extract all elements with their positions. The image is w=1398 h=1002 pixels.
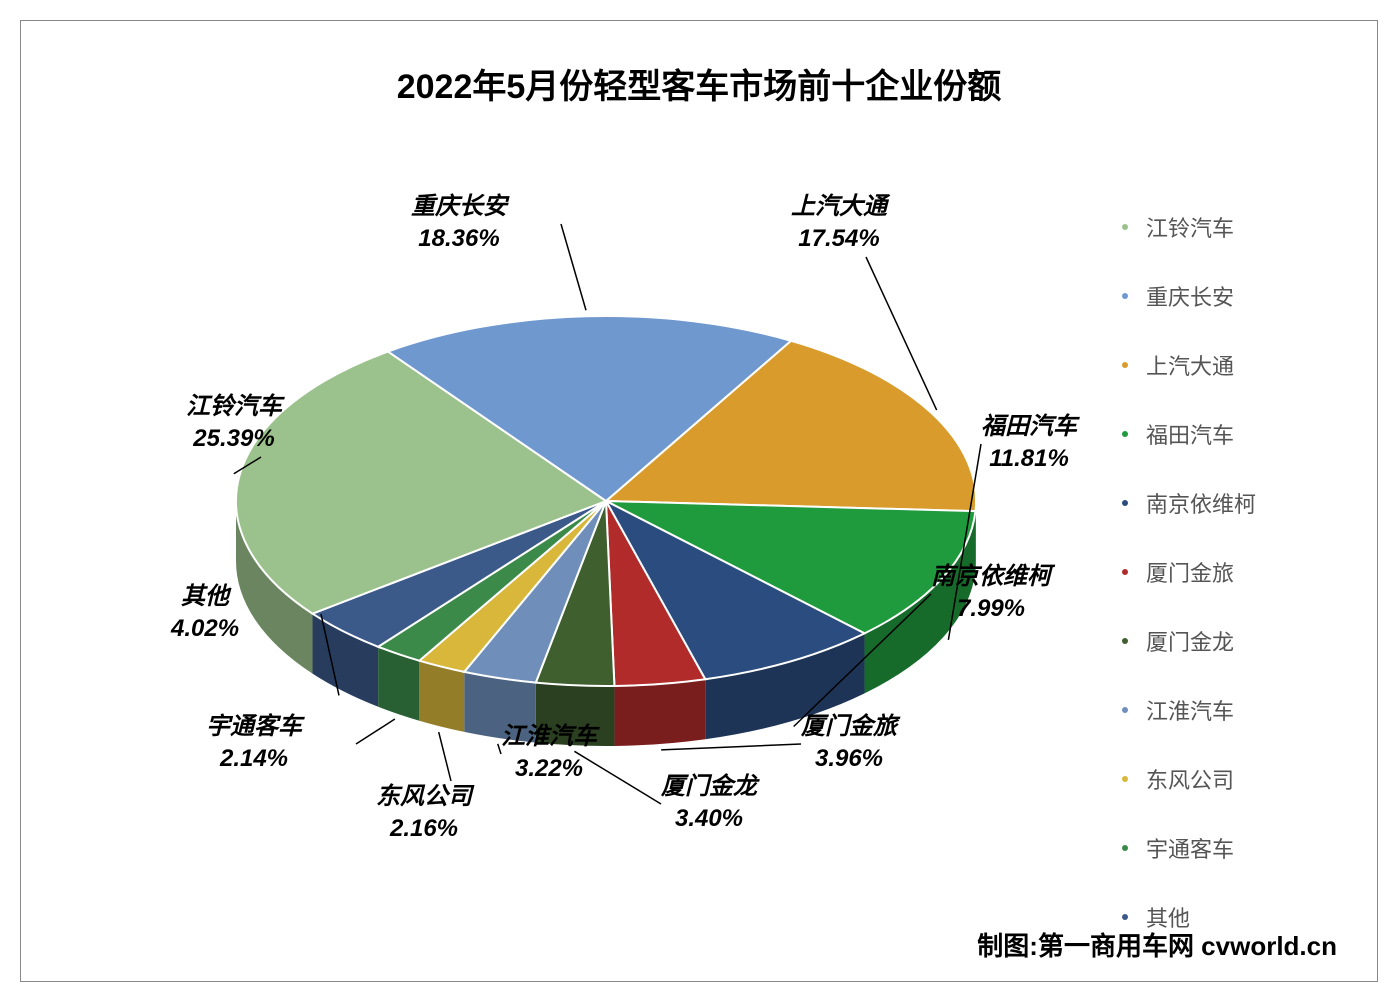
slice-label: 厦门金旅3.96% xyxy=(801,711,897,776)
slice-label-percent: 7.99% xyxy=(931,593,1051,625)
slice-label-name: 南京依维柯 xyxy=(931,561,1051,593)
slice-label-percent: 4.02% xyxy=(171,613,239,645)
legend-dot-icon xyxy=(1122,431,1128,437)
legend-label: 重庆长安 xyxy=(1146,280,1234,312)
slice-label-percent: 25.39% xyxy=(186,423,282,455)
legend-item: 东风公司 xyxy=(1122,763,1322,795)
pie-side xyxy=(614,679,705,746)
slice-label: 宇通客车2.14% xyxy=(206,711,302,776)
slice-label-name: 宇通客车 xyxy=(206,711,302,743)
legend-dot-icon xyxy=(1122,569,1128,575)
slice-label-name: 厦门金旅 xyxy=(801,711,897,743)
credit-line: 制图:第一商用车网 cvworld.cn xyxy=(977,926,1337,963)
legend-label: 东风公司 xyxy=(1146,763,1234,795)
legend-item: 宇通客车 xyxy=(1122,832,1322,864)
legend-label: 江铃汽车 xyxy=(1146,211,1234,243)
slice-label-percent: 11.81% xyxy=(981,443,1077,475)
slice-label: 其他4.02% xyxy=(171,581,239,646)
pie-chart: 上汽大通17.54%福田汽车11.81%南京依维柯7.99%厦门金旅3.96%厦… xyxy=(101,181,1111,911)
slice-label-name: 江铃汽车 xyxy=(186,391,282,423)
chart-title: 2022年5月份轻型客车市场前十企业份额 xyxy=(21,59,1377,108)
legend-item: 福田汽车 xyxy=(1122,418,1322,450)
legend-item: 厦门金龙 xyxy=(1122,625,1322,657)
legend-label: 南京依维柯 xyxy=(1146,487,1256,519)
slice-label: 上汽大通17.54% xyxy=(791,191,887,256)
legend-label: 厦门金旅 xyxy=(1146,556,1234,588)
chart-frame: 2022年5月份轻型客车市场前十企业份额 上汽大通17.54%福田汽车11.81… xyxy=(20,20,1378,982)
slice-label: 江淮汽车3.22% xyxy=(501,721,597,786)
legend-label: 宇通客车 xyxy=(1146,832,1234,864)
legend-label: 江淮汽车 xyxy=(1146,694,1234,726)
slice-label-percent: 17.54% xyxy=(791,223,887,255)
legend-dot-icon xyxy=(1122,500,1128,506)
slice-label-name: 福田汽车 xyxy=(981,411,1077,443)
legend-item: 重庆长安 xyxy=(1122,280,1322,312)
slice-label-name: 江淮汽车 xyxy=(501,721,597,753)
slice-label-percent: 3.22% xyxy=(501,753,597,785)
legend-item: 江淮汽车 xyxy=(1122,694,1322,726)
slice-label-name: 东风公司 xyxy=(376,781,472,813)
slice-label: 东风公司2.16% xyxy=(376,781,472,846)
slice-label-percent: 2.14% xyxy=(206,743,302,775)
legend-dot-icon xyxy=(1122,224,1128,230)
legend-item: 厦门金旅 xyxy=(1122,556,1322,588)
legend-dot-icon xyxy=(1122,845,1128,851)
slice-label-percent: 3.96% xyxy=(801,743,897,775)
slice-label-percent: 3.40% xyxy=(661,803,757,835)
legend-item: 江铃汽车 xyxy=(1122,211,1322,243)
slice-label-percent: 2.16% xyxy=(376,813,472,845)
legend: 江铃汽车重庆长安上汽大通福田汽车南京依维柯厦门金旅厦门金龙江淮汽车东风公司宇通客… xyxy=(1122,211,1322,970)
slice-label-name: 其他 xyxy=(171,581,239,613)
pie-svg xyxy=(101,181,1111,911)
slice-label: 福田汽车11.81% xyxy=(981,411,1077,476)
legend-dot-icon xyxy=(1122,638,1128,644)
slice-label-percent: 18.36% xyxy=(411,223,507,255)
legend-label: 厦门金龙 xyxy=(1146,625,1234,657)
slice-label: 南京依维柯7.99% xyxy=(931,561,1051,626)
slice-label: 江铃汽车25.39% xyxy=(186,391,282,456)
slice-label-name: 厦门金龙 xyxy=(661,771,757,803)
legend-dot-icon xyxy=(1122,362,1128,368)
slice-label: 重庆长安18.36% xyxy=(411,191,507,256)
legend-dot-icon xyxy=(1122,293,1128,299)
legend-item: 上汽大通 xyxy=(1122,349,1322,381)
legend-label: 福田汽车 xyxy=(1146,418,1234,450)
slice-label-name: 重庆长安 xyxy=(411,191,507,223)
legend-dot-icon xyxy=(1122,776,1128,782)
legend-label: 上汽大通 xyxy=(1146,349,1234,381)
slice-label-name: 上汽大通 xyxy=(791,191,887,223)
legend-dot-icon xyxy=(1122,707,1128,713)
legend-item: 南京依维柯 xyxy=(1122,487,1322,519)
slice-label: 厦门金龙3.40% xyxy=(661,771,757,836)
legend-dot-icon xyxy=(1122,914,1128,920)
